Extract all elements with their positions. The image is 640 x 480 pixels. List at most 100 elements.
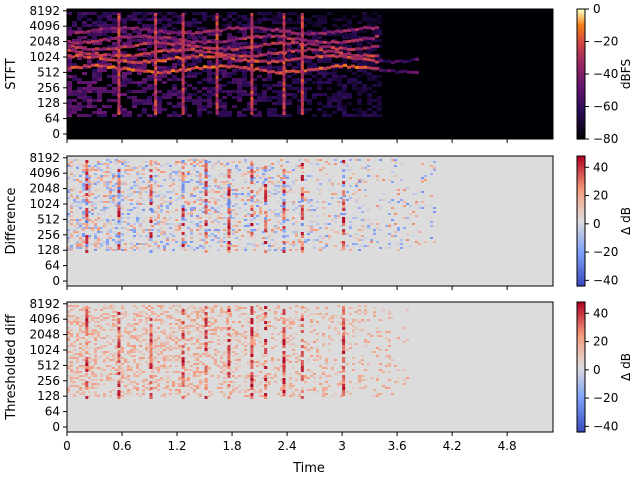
harmonic-band — [191, 54, 195, 58]
spectrogram-cell — [312, 96, 317, 99]
diff-cell — [130, 243, 133, 245]
diff-cell — [154, 243, 157, 245]
diff-cell — [181, 339, 184, 341]
harmonic-band — [199, 67, 203, 71]
spectrogram-cell — [367, 108, 372, 111]
diff-cell — [307, 209, 310, 211]
diff-cell — [163, 363, 166, 365]
onset-streak — [250, 13, 254, 16]
diff-cell — [235, 359, 238, 361]
harmonic-band — [355, 57, 359, 61]
diff-cell — [175, 341, 178, 343]
diff-cell — [97, 335, 100, 337]
onset-streak — [282, 100, 286, 103]
spectrogram-cell — [192, 18, 197, 21]
spectrogram-cell — [367, 18, 372, 21]
diff-cell — [208, 185, 211, 187]
onset-streak — [250, 181, 254, 184]
diff-cell — [208, 175, 211, 177]
spectrogram-cell — [67, 102, 72, 105]
diff-cell — [151, 313, 154, 315]
diff-cell — [145, 161, 148, 163]
onset-streak — [227, 208, 231, 211]
diff-cell — [70, 321, 73, 323]
onset-streak — [227, 244, 231, 247]
diff-cell — [220, 311, 223, 313]
spectrogram-cell — [312, 15, 317, 18]
diff-cell — [220, 187, 223, 189]
diff-cell — [94, 375, 97, 377]
spectrogram-cell — [367, 114, 372, 117]
colorbar-tick-label: −40 — [593, 67, 618, 81]
harmonic-band — [179, 68, 183, 72]
diff-cell — [193, 249, 196, 251]
spectrogram-cell — [322, 93, 327, 96]
diff-cell — [229, 237, 232, 239]
diff-cell — [235, 367, 238, 369]
harmonic-band — [243, 27, 247, 31]
diff-cell — [343, 163, 346, 165]
diff-cell — [196, 191, 199, 193]
harmonic-band — [203, 55, 207, 59]
spectrogram-cell — [242, 78, 247, 81]
onset-streak — [117, 34, 121, 37]
diff-cell — [214, 209, 217, 211]
diff-cell — [211, 357, 214, 359]
diff-cell — [94, 393, 97, 395]
diff-cell — [211, 231, 214, 233]
diff-cell — [163, 341, 166, 343]
spectrogram-cell — [202, 27, 207, 30]
spectrogram-cell — [257, 111, 262, 114]
diff-cell — [364, 245, 367, 247]
diff-cell — [73, 175, 76, 177]
spectrogram-cell — [267, 96, 272, 99]
onset-streak — [149, 202, 153, 205]
diff-cell — [139, 319, 142, 321]
diff-cell — [118, 365, 121, 367]
onset-streak — [154, 91, 158, 94]
spectrogram-cell — [122, 81, 127, 84]
diff-cell — [400, 199, 403, 201]
spectrogram-cell — [272, 96, 277, 99]
diff-cell — [163, 365, 166, 367]
harmonic-band — [267, 61, 271, 65]
diff-cell — [172, 239, 175, 241]
diff-cell — [109, 329, 112, 331]
diff-cell — [133, 305, 136, 307]
diff-cell — [304, 239, 307, 241]
diff-cell — [112, 319, 115, 321]
diff-cell — [196, 171, 199, 173]
diff-cell — [154, 211, 157, 213]
diff-cell — [154, 317, 157, 319]
diff-cell — [196, 375, 199, 377]
spectrogram-cell — [227, 33, 232, 36]
diff-cell — [67, 189, 70, 191]
diff-cell — [382, 193, 385, 195]
diff-cell — [286, 241, 289, 243]
diff-cell — [136, 233, 139, 235]
spectrogram-cell — [277, 96, 282, 99]
diff-cell — [82, 387, 85, 389]
harmonic-band — [83, 55, 87, 59]
spectrogram-cell — [277, 114, 282, 117]
spectrogram-cell — [192, 24, 197, 27]
spectrogram-cell — [192, 102, 197, 105]
diff-cell — [121, 217, 124, 219]
spectrogram-cell — [252, 93, 257, 96]
onset-streak — [215, 19, 219, 22]
spectrogram-cell — [287, 54, 292, 57]
diff-cell — [181, 247, 184, 249]
spectrogram-cell — [277, 84, 282, 87]
diff-cell — [73, 345, 76, 347]
diff-cell — [226, 319, 229, 321]
colorbar-segment — [577, 80, 585, 84]
spectrogram-cell — [242, 33, 247, 36]
spectrogram-cell — [367, 39, 372, 42]
harmonic-band — [151, 70, 155, 74]
diff-cell — [163, 357, 166, 359]
diff-cell — [352, 235, 355, 237]
harmonic-band — [75, 31, 79, 35]
diff-cell — [208, 369, 211, 371]
diff-cell — [259, 209, 262, 211]
spectrogram-cell — [197, 27, 202, 30]
